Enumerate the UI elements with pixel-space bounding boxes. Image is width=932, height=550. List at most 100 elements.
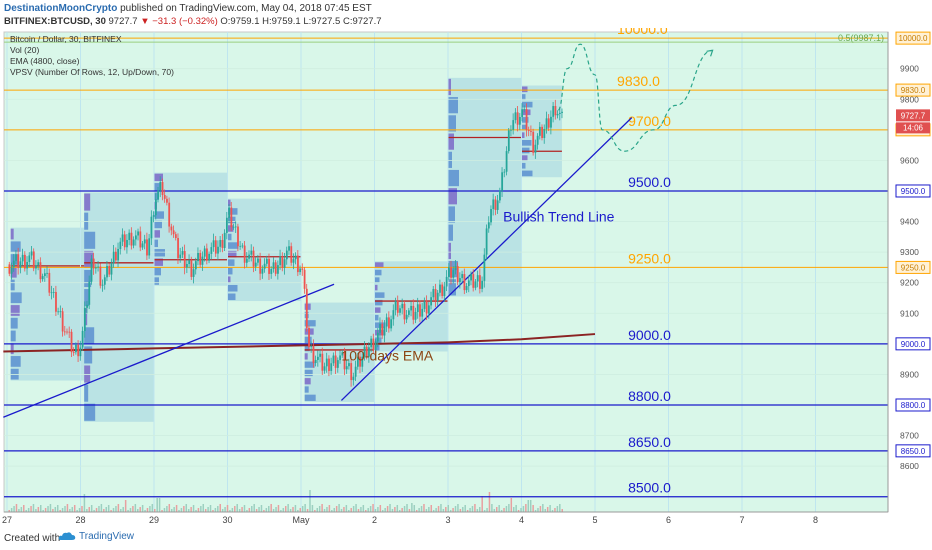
profile-bar — [521, 147, 530, 154]
volume-bar — [491, 504, 493, 512]
profile-bar — [227, 284, 238, 292]
price-chart[interactable]: 10000.0 9830.0 9700.0 9500.0 9250.0 9000.0 880… — [0, 28, 932, 526]
volume-bar — [35, 509, 37, 512]
candle-body — [37, 262, 40, 266]
time-tick-label: May — [292, 515, 310, 525]
volume-bar — [512, 507, 515, 512]
volume-bar — [454, 506, 457, 512]
volume-bar — [418, 508, 420, 512]
candle-body — [461, 274, 464, 279]
profile-bar — [374, 269, 382, 276]
profile-bar — [10, 254, 19, 265]
candle-body — [210, 247, 213, 254]
time-tick-label: 5 — [592, 515, 597, 525]
volume-bar — [260, 505, 263, 512]
volume-bar — [430, 505, 433, 512]
candle-body — [401, 303, 404, 309]
author-link[interactable]: DestinationMoonCrypto — [4, 3, 118, 14]
candle-body — [243, 245, 246, 263]
candle-body — [126, 239, 128, 248]
profile-bar — [84, 403, 96, 421]
candle-body — [186, 263, 188, 268]
candle-body — [317, 356, 319, 360]
candle-body — [79, 347, 82, 357]
candle-body — [452, 270, 455, 278]
candle-body — [12, 260, 15, 268]
volume-bar — [481, 496, 483, 512]
candle-body — [250, 250, 253, 255]
profile-bar — [374, 284, 378, 291]
volume-bar — [517, 510, 520, 512]
profile-bar — [448, 133, 454, 150]
candle-body — [257, 258, 259, 263]
candle-body — [117, 248, 120, 261]
profile-bar — [374, 299, 383, 306]
profile-bar — [154, 277, 159, 285]
volume-bar — [469, 508, 471, 512]
profile-bar — [10, 266, 17, 278]
volume-bar — [406, 504, 408, 512]
candle-body — [474, 281, 477, 288]
volume-bar — [299, 508, 302, 512]
legend-entry: Bitcoin / Dollar, 30, BITFINEX — [10, 34, 122, 44]
profile-bar — [448, 97, 458, 114]
volume-bar — [192, 505, 195, 512]
time-axis[interactable]: 27 28 29 30 May 2 3 4 5 6 7 8 — [2, 511, 888, 525]
candle-body — [41, 276, 44, 280]
candle-body — [527, 130, 530, 131]
volume-bar — [420, 506, 423, 512]
price-axis[interactable]: 8600870088008900900091009200930094009500… — [887, 31, 931, 512]
low-value: L:9727.5 — [303, 16, 341, 27]
candle-body — [190, 260, 193, 277]
candle-body — [68, 331, 71, 333]
tradingview-brand[interactable]: TradingView — [58, 530, 134, 542]
candle-body — [334, 355, 337, 368]
candle-body — [32, 251, 35, 269]
candle-body — [77, 344, 80, 357]
candle-body — [470, 274, 472, 281]
profile-bar — [227, 259, 235, 266]
candle-body — [294, 255, 297, 260]
candle-body — [385, 317, 388, 327]
candle-body — [336, 360, 339, 368]
volume-bar — [355, 504, 357, 512]
volume-bar — [61, 508, 64, 512]
profile-bar — [154, 239, 158, 248]
candle-body — [86, 304, 88, 308]
time-tick-label: 3 — [445, 515, 450, 525]
candle-body — [141, 243, 144, 248]
candle-body — [281, 256, 284, 268]
candle-body — [219, 239, 222, 247]
volume-bar — [534, 510, 537, 512]
volume-bar — [335, 506, 338, 512]
candle-body — [143, 239, 146, 244]
volume-bar — [525, 504, 527, 512]
volume-bar — [238, 509, 241, 512]
candle-body — [81, 330, 84, 348]
high-value: H:9759.1 — [262, 16, 301, 27]
volume-bar — [221, 509, 224, 512]
volume-bar — [90, 505, 93, 512]
profile-bar — [374, 277, 380, 283]
volume-bar — [408, 509, 411, 512]
candle-body — [150, 216, 153, 239]
candle-body — [376, 332, 379, 342]
profile-bar — [521, 101, 533, 108]
profile-bar — [304, 344, 310, 352]
profile-bar — [154, 220, 162, 229]
volume-bar — [508, 504, 510, 512]
volume-bar — [306, 509, 309, 512]
candle-body — [450, 267, 452, 278]
candle-body — [201, 256, 204, 265]
candle-body — [368, 347, 370, 357]
trendline — [3, 283, 335, 418]
volume-bar — [166, 506, 168, 512]
volume-bar — [110, 510, 112, 512]
candle-body — [157, 190, 159, 200]
candle-body — [476, 275, 479, 282]
volume-bar — [488, 492, 491, 512]
candle-body — [312, 346, 315, 364]
profile-bar — [154, 211, 164, 219]
volume-bar — [246, 510, 248, 512]
candle-body — [223, 232, 226, 248]
